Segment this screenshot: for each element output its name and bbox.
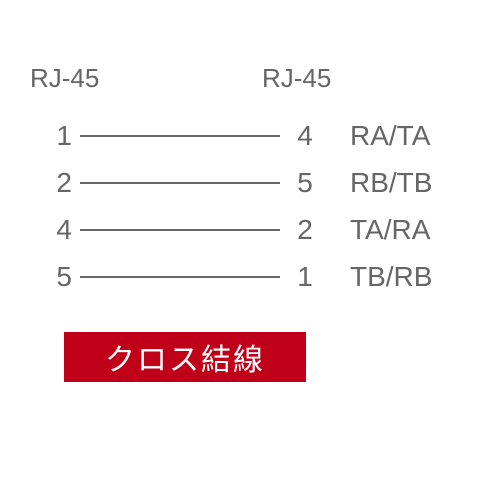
pin-left: 1 (30, 120, 80, 152)
signal-label: TB/RB (350, 261, 432, 293)
wiring-row: 4 2 TA/RA (30, 206, 470, 253)
pin-left: 5 (30, 261, 80, 293)
connection-line (80, 182, 280, 184)
pin-right: 1 (280, 261, 330, 293)
header-left: RJ-45 (30, 63, 110, 94)
pin-right: 2 (280, 214, 330, 246)
wiring-row: 1 4 RA/TA (30, 112, 470, 159)
signal-label: RB/TB (350, 167, 432, 199)
pin-right: 5 (280, 167, 330, 199)
connection-line (80, 276, 280, 278)
wiring-diagram: RJ-45 RJ-45 1 4 RA/TA 2 5 RB/TB 4 2 TA/R… (30, 63, 470, 382)
header-right: RJ-45 (262, 63, 342, 94)
wiring-row: 5 1 TB/RB (30, 253, 470, 300)
connection-line (80, 135, 280, 137)
signal-label: RA/TA (350, 120, 430, 152)
wiring-type-label: クロス結線 (64, 332, 306, 382)
signal-label: TA/RA (350, 214, 430, 246)
wiring-row: 2 5 RB/TB (30, 159, 470, 206)
connection-line (80, 229, 280, 231)
pin-right: 4 (280, 120, 330, 152)
pin-left: 4 (30, 214, 80, 246)
header-row: RJ-45 RJ-45 (30, 63, 470, 94)
pin-left: 2 (30, 167, 80, 199)
